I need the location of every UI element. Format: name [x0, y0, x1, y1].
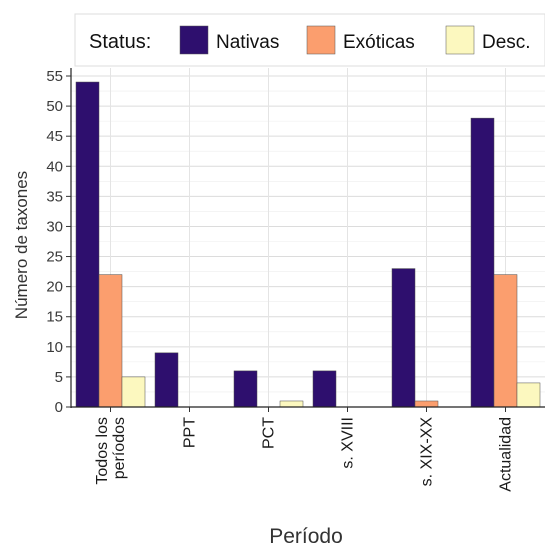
bar-ex-ticas-0 — [98, 274, 123, 408]
legend-title: Status: — [89, 31, 151, 53]
x-tick-label: PPT — [182, 417, 199, 448]
x-tick-label: períodos — [111, 417, 128, 479]
bar-nativas-4 — [391, 268, 416, 408]
y-tick-label: 50 — [46, 98, 63, 115]
bar-nativas-3 — [312, 370, 337, 408]
x-tick-label: Actualidad — [498, 417, 515, 492]
y-tick-label: 45 — [46, 128, 63, 145]
y-axis-label: Número de taxones — [12, 171, 31, 319]
y-tick-label: 10 — [46, 339, 63, 356]
legend-label-0: Nativas — [216, 32, 279, 53]
x-axis-label: Período — [269, 525, 343, 544]
y-tick-label: 40 — [46, 158, 63, 175]
bar-nativas-2 — [233, 370, 258, 408]
axes: 0 5 10 15 20 25 30 35 40 45 50 55 Todos los períodos P… — [46, 68, 545, 492]
bar-desc--2 — [279, 400, 304, 408]
legend-label-1: Exóticas — [343, 32, 415, 53]
legend: Status: Nativas Exóticas Desc. — [74, 13, 545, 67]
y-tick-label: 0 — [55, 399, 63, 416]
y-tick-label: 25 — [46, 249, 63, 266]
y-tick-label: 55 — [46, 68, 63, 85]
legend-key-0 — [179, 25, 209, 55]
y-tick-label: 20 — [46, 279, 63, 296]
bars — [75, 81, 541, 408]
legend-key-1 — [306, 25, 336, 55]
bar-ex-ticas-4 — [414, 400, 439, 408]
y-tick-label: 15 — [46, 309, 63, 326]
x-tick-label: s. XVIII — [340, 417, 357, 469]
bar-nativas-5 — [470, 117, 495, 408]
bar-desc--5 — [516, 382, 541, 408]
bar-nativas-0 — [75, 81, 100, 408]
legend-key-2 — [445, 25, 475, 55]
x-tick-label: s. XIX-XX — [419, 417, 436, 487]
bar-ex-ticas-5 — [493, 274, 518, 408]
legend-label-2: Desc. — [482, 32, 531, 53]
bar-desc--0 — [121, 376, 146, 408]
y-tick-label: 5 — [55, 369, 63, 386]
bar-nativas-1 — [154, 352, 179, 408]
y-tick-label: 30 — [46, 218, 63, 235]
y-tick-label: 35 — [46, 188, 63, 205]
x-tick-label: PCT — [261, 417, 278, 449]
x-tick-label: Todos los — [94, 417, 111, 485]
